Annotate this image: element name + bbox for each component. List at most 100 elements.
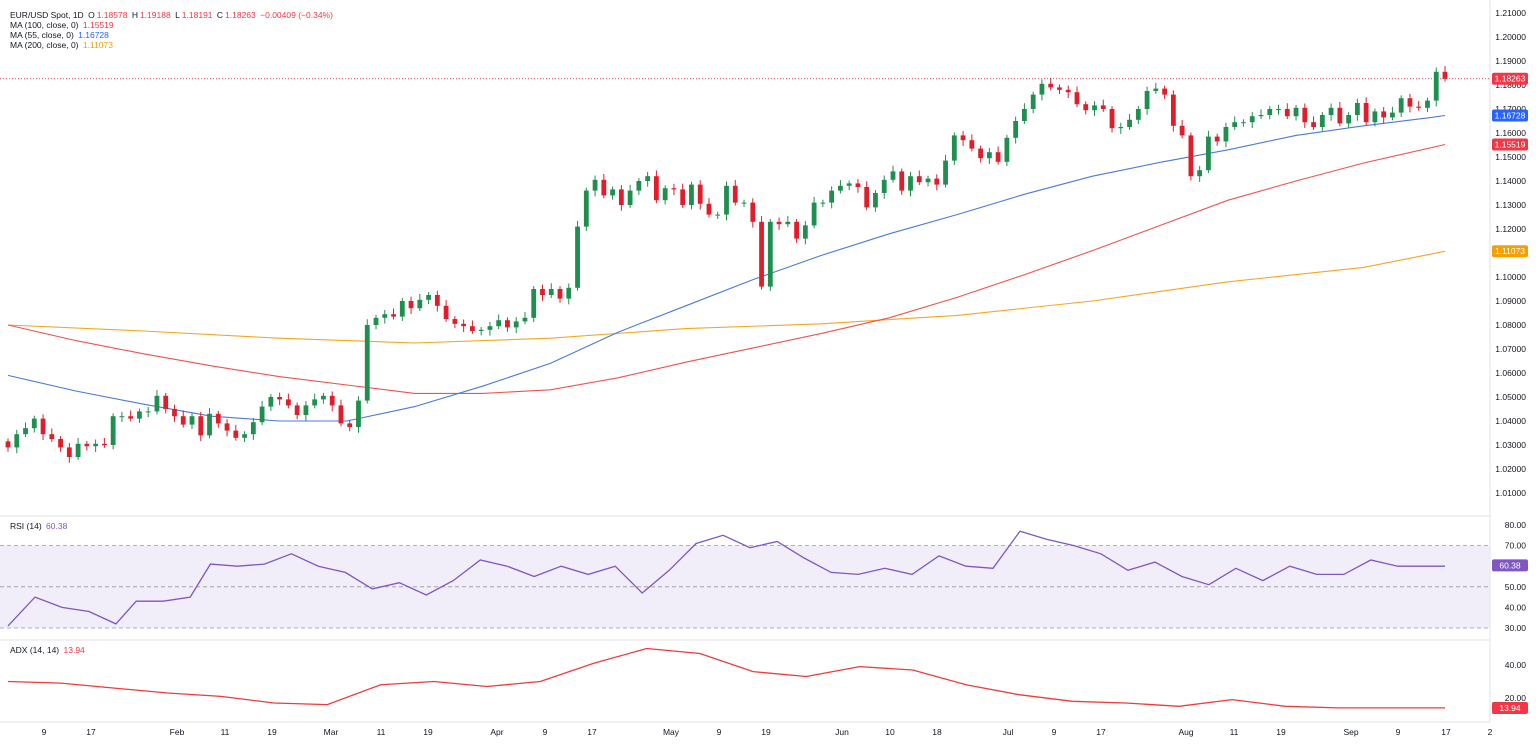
time-axis[interactable]: 9 17 Feb 11 19 Mar 11 19 Apr 9 17 May 9 19 Jun 10 18 Jul 9…: [42, 727, 1493, 737]
price-tick-label: 1.16000: [1495, 128, 1526, 138]
main-legend: EUR/USD Spot, 1D O 1.18578 H 1.19188 L 1.18…: [10, 10, 337, 50]
price-tick-label: 1.21000: [1495, 8, 1526, 18]
rsi-line: [7, 530, 1445, 627]
candle-body: [1390, 112, 1395, 118]
symbol-label[interactable]: EUR/USD Spot, 1D: [10, 10, 84, 20]
candle-body: [943, 160, 948, 185]
moving-average-lines: [7, 114, 1446, 422]
rsi-legend-value: 60.38: [46, 521, 68, 531]
price-tick-label: 1.15000: [1495, 152, 1526, 162]
price-axis[interactable]: 1.21000 1.20000 1.19000 1.18000 1.17000 1.160…: [1495, 8, 1526, 498]
price-badges: 1.18263 1.16728 1.15519 1.11073: [1492, 72, 1528, 258]
candle-body: [566, 287, 572, 299]
candle-body: [1074, 92, 1080, 105]
time-tick-label: 19: [761, 727, 771, 737]
price-tick-label: 1.13000: [1495, 200, 1526, 210]
rsi-legend[interactable]: RSI (14) 60.38: [10, 521, 69, 531]
time-tick-label: 19: [1276, 727, 1286, 737]
candle-body: [1302, 107, 1308, 123]
time-tick-label: 9: [1396, 727, 1401, 737]
price-badge-label: 1.18263: [1495, 74, 1526, 84]
price-tick-label: 1.20000: [1495, 32, 1526, 42]
candle-body: [75, 443, 81, 457]
candle-body: [1258, 115, 1264, 117]
ma-legend-55[interactable]: MA (55, close, 0) 1.16728: [10, 30, 337, 40]
candlesticks: [5, 66, 1448, 463]
candle-body: [58, 439, 63, 448]
candle-body: [329, 395, 335, 406]
candle-body: [1170, 94, 1176, 126]
candle-body: [250, 422, 256, 435]
candle-body: [1188, 135, 1194, 177]
candle-body: [978, 148, 984, 159]
price-tick-label: 1.07000: [1495, 344, 1526, 354]
candle-body: [1144, 91, 1150, 109]
adx-tick-label: 20.00: [1505, 693, 1527, 703]
rsi-tick-label: 80.00: [1505, 520, 1527, 530]
adx-legend[interactable]: ADX (14, 14) 13.94: [10, 645, 87, 655]
rsi-badge-label: 60.38: [1499, 560, 1521, 570]
candle-body: [461, 323, 467, 327]
indicator-badges: 60.38 13.94: [1492, 559, 1528, 714]
open-value: 1.18578: [96, 10, 128, 20]
candle-body: [1022, 109, 1027, 121]
candle-body: [697, 184, 703, 204]
candle-body: [338, 405, 344, 424]
candle-body: [1328, 107, 1334, 115]
time-tick-label: 2: [1488, 727, 1493, 737]
candle-body: [285, 399, 291, 406]
time-tick-label: 18: [932, 727, 942, 737]
candle-body: [1179, 125, 1185, 136]
candle-body: [417, 299, 423, 309]
candle-body: [207, 413, 212, 436]
candle-body: [1153, 88, 1159, 91]
price-badge: [1492, 138, 1528, 151]
candle-body: [873, 193, 878, 208]
candle-body: [1013, 121, 1019, 138]
candle-body: [1030, 94, 1036, 109]
candle-body: [645, 176, 651, 181]
time-tick-label: 19: [267, 727, 277, 737]
time-tick-label: 17: [1441, 727, 1451, 737]
ma-legend-100[interactable]: MA (100, close, 0) 1.15519: [10, 20, 337, 30]
time-tick-label: Jun: [835, 727, 849, 737]
candle-body: [618, 189, 624, 205]
high-label: H: [131, 10, 138, 20]
candle-body: [1057, 87, 1062, 90]
candle-body: [916, 176, 922, 183]
price-badge: [1492, 109, 1528, 122]
price-badge-label: 1.11073: [1495, 246, 1525, 256]
candle-body: [540, 289, 545, 295]
candle-body: [154, 395, 160, 412]
ma-legend-200[interactable]: MA (200, close, 0) 1.11073: [10, 40, 337, 50]
candle-body: [496, 320, 502, 327]
adx-axis: 40.00 20.00: [1505, 660, 1527, 703]
candle-body: [1197, 170, 1203, 177]
candle-body: [829, 190, 835, 203]
candle-body: [548, 289, 554, 295]
rsi-legend-label: RSI (14): [10, 521, 42, 531]
candle-body: [820, 202, 826, 204]
candle-body: [1416, 106, 1422, 108]
candle-body: [522, 317, 528, 322]
candle-body: [855, 183, 861, 187]
candle-body: [706, 203, 712, 215]
close-label: C: [216, 10, 224, 20]
ma100-line: [7, 143, 1446, 394]
time-tick-label: Mar: [324, 727, 339, 737]
candle-body: [583, 190, 589, 227]
candle-body: [373, 317, 379, 325]
candle-body: [724, 185, 729, 215]
candle-body: [838, 185, 843, 191]
price-tick-label: 1.09000: [1495, 296, 1526, 306]
candle-body: [1109, 109, 1115, 129]
candle-body: [242, 434, 247, 438]
rsi-tick-label: 70.00: [1505, 541, 1527, 551]
price-tick-label: 1.02000: [1495, 464, 1526, 474]
candle-body: [294, 405, 300, 415]
ma100-value: 1.15519: [82, 20, 114, 30]
candle-body: [382, 314, 388, 318]
candle-body: [1241, 122, 1246, 124]
candle-body: [969, 140, 975, 149]
